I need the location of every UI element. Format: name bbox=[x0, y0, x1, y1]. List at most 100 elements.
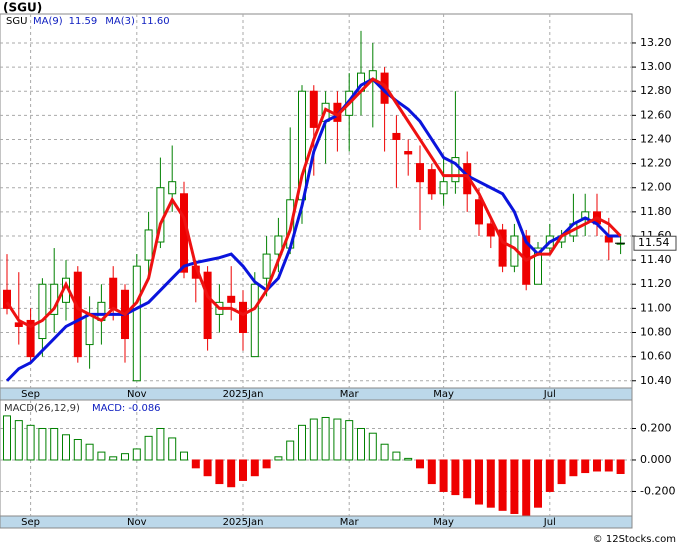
macd-bar bbox=[227, 459, 236, 488]
macd-bar bbox=[321, 416, 330, 461]
y-tick-label: -0.200 bbox=[640, 484, 675, 497]
x-tick-label: May bbox=[433, 389, 454, 400]
candle-body bbox=[132, 265, 141, 382]
macd-bar bbox=[3, 415, 11, 461]
candle-body bbox=[404, 151, 413, 155]
candle-body bbox=[250, 283, 259, 358]
y-tick-label: 13.00 bbox=[640, 60, 672, 73]
macd-bar bbox=[180, 451, 188, 461]
y-tick-label: 12.40 bbox=[640, 132, 672, 145]
macd-bar bbox=[121, 453, 129, 461]
candle-body bbox=[3, 289, 11, 309]
legend-name: MA(3) bbox=[105, 16, 135, 27]
macd-bar bbox=[345, 420, 354, 461]
candle-body bbox=[439, 181, 448, 195]
x-tick-label: Sep bbox=[21, 389, 40, 400]
candle-body bbox=[168, 181, 177, 195]
macd-bar bbox=[510, 459, 519, 514]
macd-bar bbox=[203, 459, 212, 477]
macd-bar bbox=[439, 459, 448, 492]
x-tick-label: Mar bbox=[340, 389, 360, 400]
y-tick-label: 13.20 bbox=[640, 36, 672, 49]
macd-bar bbox=[463, 459, 472, 499]
candle-body bbox=[486, 223, 495, 237]
ma-line bbox=[5, 77, 622, 329]
macd-bar bbox=[475, 459, 483, 505]
last-price-box bbox=[633, 235, 677, 251]
candle-body bbox=[26, 319, 35, 358]
date-band bbox=[0, 387, 633, 401]
macd-bar bbox=[144, 435, 153, 461]
macd-bar bbox=[368, 432, 377, 461]
macd-bar bbox=[85, 443, 94, 461]
macd-bar bbox=[333, 418, 342, 461]
x-tick-label: Jul bbox=[543, 389, 556, 400]
macd-bar bbox=[392, 451, 401, 461]
macd-bar bbox=[534, 459, 542, 508]
watermark: © 12Stocks.com bbox=[593, 534, 676, 545]
y-tick-label: 11.20 bbox=[640, 277, 672, 290]
macd-bar bbox=[451, 459, 460, 496]
macd-bar bbox=[14, 420, 23, 461]
macd-bar bbox=[309, 418, 318, 461]
y-tick-label: 10.60 bbox=[640, 350, 672, 363]
candle-body bbox=[451, 157, 460, 183]
candle-body bbox=[38, 283, 47, 340]
candle-body bbox=[309, 90, 318, 128]
macd-bar bbox=[298, 424, 306, 461]
macd-bar bbox=[498, 459, 507, 511]
y-tick-label: 11.80 bbox=[640, 205, 672, 218]
x-tick-label: May bbox=[433, 517, 454, 528]
macd-bar bbox=[404, 457, 413, 461]
chart-title: (SGU) bbox=[3, 1, 42, 15]
y-tick-label: 12.60 bbox=[640, 108, 672, 121]
macd-bar bbox=[486, 459, 495, 508]
macd-title: MACD(26,12,9) bbox=[4, 403, 80, 414]
macd-bar bbox=[593, 459, 601, 472]
y-tick-label: 11.40 bbox=[640, 253, 672, 266]
macd-value: -0.086 bbox=[128, 403, 160, 414]
candle-body bbox=[416, 163, 424, 183]
macd-bar bbox=[380, 443, 389, 461]
macd-bar bbox=[215, 459, 224, 485]
macd-bar bbox=[427, 459, 436, 485]
legend-name: MA(9) bbox=[33, 16, 63, 27]
macd-bar bbox=[156, 427, 165, 461]
y-tick-label: 10.40 bbox=[640, 374, 672, 387]
candle-body bbox=[239, 301, 247, 334]
macd-bar bbox=[26, 424, 35, 461]
candle-body bbox=[427, 169, 436, 195]
macd-bar bbox=[62, 434, 70, 461]
x-tick-label: Mar bbox=[340, 517, 360, 528]
last-price: 11.54 bbox=[638, 236, 670, 249]
candle-body bbox=[203, 271, 212, 340]
macd-bar bbox=[416, 459, 424, 469]
macd-bar bbox=[239, 459, 247, 481]
candle-body bbox=[227, 295, 236, 303]
candle-body bbox=[534, 247, 542, 285]
x-tick-label: Jul bbox=[543, 517, 556, 528]
x-tick-label: 2025Jan bbox=[223, 517, 264, 528]
macd-bar bbox=[262, 459, 271, 469]
date-band bbox=[0, 515, 633, 529]
candle-body bbox=[498, 229, 507, 267]
x-tick-label: Sep bbox=[21, 517, 40, 528]
macd-bar bbox=[581, 459, 590, 474]
legend-value: 11.59 bbox=[69, 16, 98, 27]
macd-bar bbox=[616, 459, 625, 475]
macd-bar bbox=[97, 451, 106, 461]
macd-bar bbox=[274, 456, 283, 461]
legend-value: 11.60 bbox=[141, 16, 170, 27]
candle-body bbox=[274, 235, 283, 255]
candle-body bbox=[73, 271, 82, 358]
candle-body bbox=[85, 313, 94, 346]
macd-label: MACD: bbox=[92, 403, 125, 414]
y-tick-label: 12.20 bbox=[640, 157, 672, 170]
macd-bar bbox=[250, 459, 259, 477]
macd-bar bbox=[191, 459, 200, 469]
y-tick-label: 12.00 bbox=[640, 181, 672, 194]
macd-bar bbox=[132, 448, 141, 461]
candle-body bbox=[14, 322, 23, 327]
